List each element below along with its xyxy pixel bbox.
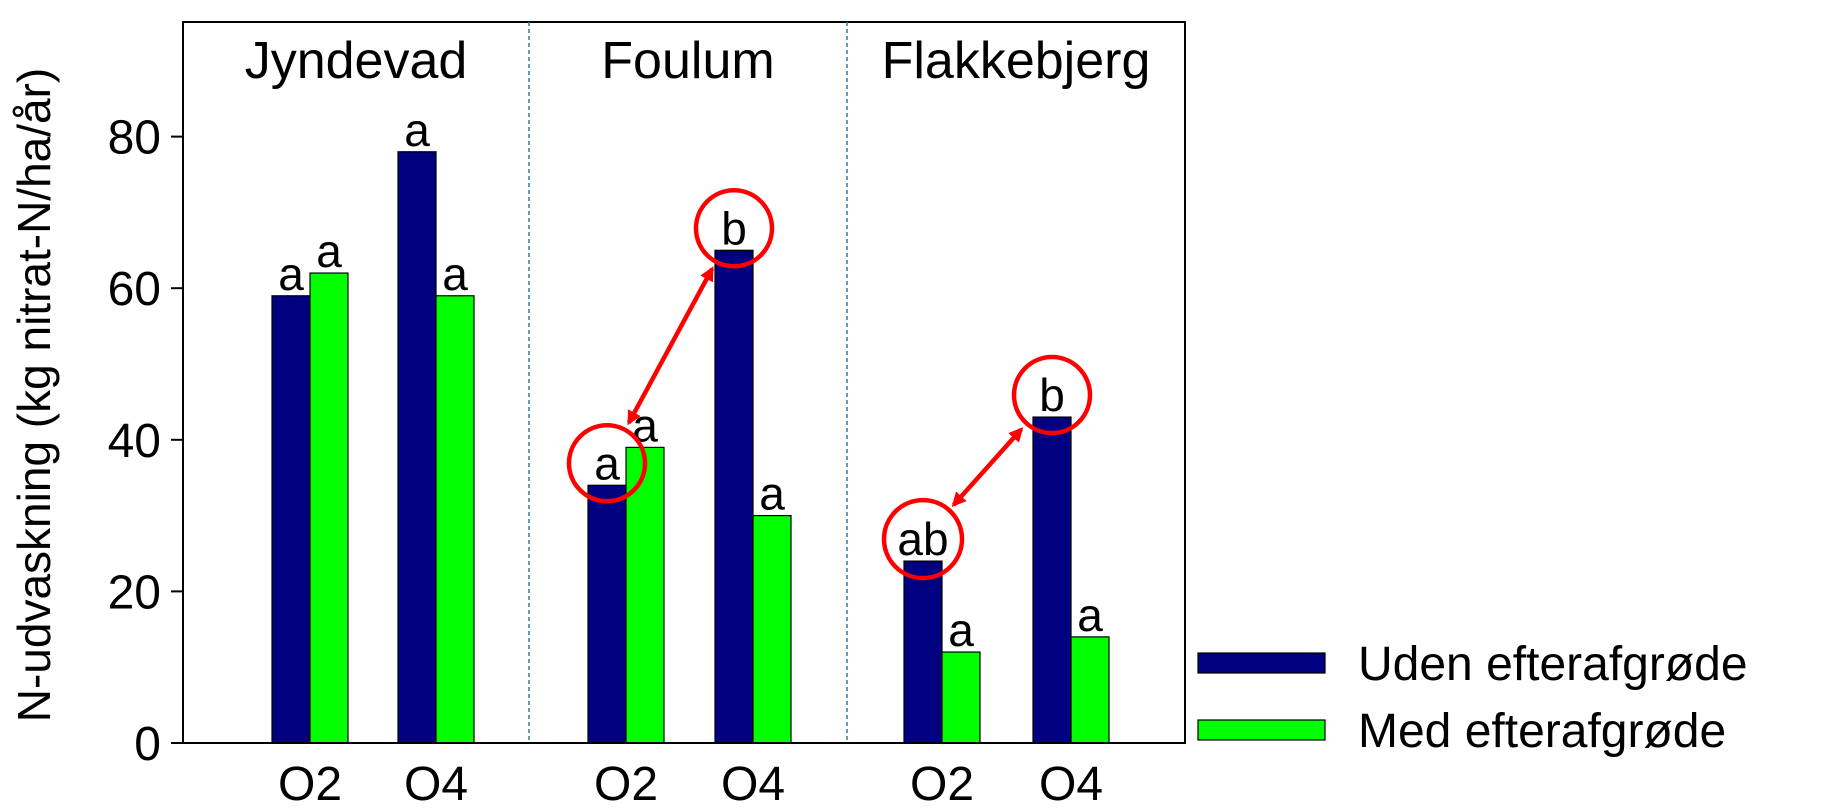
- legend-label-1: Uden efterafgrøde: [1358, 638, 1748, 691]
- bar-foulum-o2-s1: [587, 484, 627, 744]
- legend-label-2: Med efterafgrøde: [1358, 705, 1726, 758]
- highlight-circle-foulum-o2: [566, 423, 648, 504]
- x-tick-label-o4: O4: [404, 758, 468, 810]
- site-label-jyndevad: Jyndevad: [245, 32, 468, 90]
- bar-jyndevad-o4-s2: [435, 295, 475, 744]
- plot-frame: [182, 21, 1186, 744]
- letter-flakkebjerg-o4-s1: b: [1039, 369, 1065, 421]
- letter-jyndevad-o4-s1: a: [404, 104, 430, 156]
- letter-foulum-o4-s1: b: [721, 202, 747, 254]
- letter-jyndevad-o2-s2: a: [316, 225, 342, 277]
- letter-flakkebjerg-o2-s1: ab: [897, 513, 948, 565]
- letter-flakkebjerg-o2-s2: a: [948, 604, 974, 656]
- comparison-arrow-flakkebjerg: [951, 427, 1024, 507]
- bar-jyndevad-o2-s1: [271, 295, 311, 744]
- letter-foulum-o4-s2: a: [759, 468, 785, 520]
- annotations: [566, 188, 1093, 581]
- y-tick-label-40: 40: [108, 415, 161, 468]
- x-tick-label-o4: O4: [1039, 758, 1103, 810]
- x-tick-label-o2: O2: [278, 758, 342, 810]
- y-axis: 0 20 40 60 80: [108, 112, 183, 771]
- letter-jyndevad-o4-s2: a: [442, 248, 468, 300]
- y-tick-label-80: 80: [108, 112, 161, 165]
- letter-jyndevad-o2-s1: a: [278, 248, 304, 300]
- bar-flakkebjerg-o4-s2: [1070, 636, 1110, 744]
- bar-flakkebjerg-o4-s1: [1032, 416, 1072, 744]
- comparison-arrow-foulum: [626, 266, 715, 426]
- x-tick-label-o2: O2: [594, 758, 658, 810]
- bar-flakkebjerg-o2-s2: [941, 651, 981, 744]
- bar-foulum-o2-s2: [625, 446, 665, 744]
- bar-jyndevad-o2-s2: [309, 272, 349, 744]
- highlight-circle-flakkebjerg-o2: [881, 497, 965, 581]
- bar-foulum-o4-s2: [752, 514, 792, 744]
- site-label-foulum: Foulum: [601, 32, 774, 90]
- highlight-circle-foulum-o4: [693, 188, 775, 269]
- bar-foulum-o4-s1: [714, 249, 754, 744]
- y-tick-label-20: 20: [108, 566, 161, 619]
- legend: Uden efterafgrøde Med efterafgrøde: [1197, 638, 1748, 758]
- bars: [271, 151, 1110, 744]
- bar-flakkebjerg-o2-s1: [903, 560, 943, 744]
- letter-flakkebjerg-o4-s2: a: [1077, 589, 1103, 641]
- legend-swatch-2: [1197, 719, 1326, 741]
- x-tick-label-o4: O4: [721, 758, 785, 810]
- bar-jyndevad-o4-s1: [397, 151, 437, 744]
- y-axis-title: N-udvaskning (kg nitrat-N/ha/år): [8, 68, 60, 722]
- plot-border: [182, 21, 1186, 744]
- x-tick-label-o2: O2: [910, 758, 974, 810]
- legend-swatch-1: [1197, 652, 1326, 674]
- site-labels: Jyndevad Foulum Flakkebjerg: [245, 32, 1151, 90]
- site-label-flakkebjerg: Flakkebjerg: [882, 32, 1151, 90]
- letter-foulum-o2-s1: a: [594, 437, 620, 489]
- x-axis: O2 O4 O2 O4 O2 O4: [278, 758, 1103, 810]
- y-tick-label-0: 0: [134, 718, 161, 771]
- y-tick-label-60: 60: [108, 263, 161, 316]
- highlight-circle-flakkebjerg-o4: [1011, 354, 1093, 436]
